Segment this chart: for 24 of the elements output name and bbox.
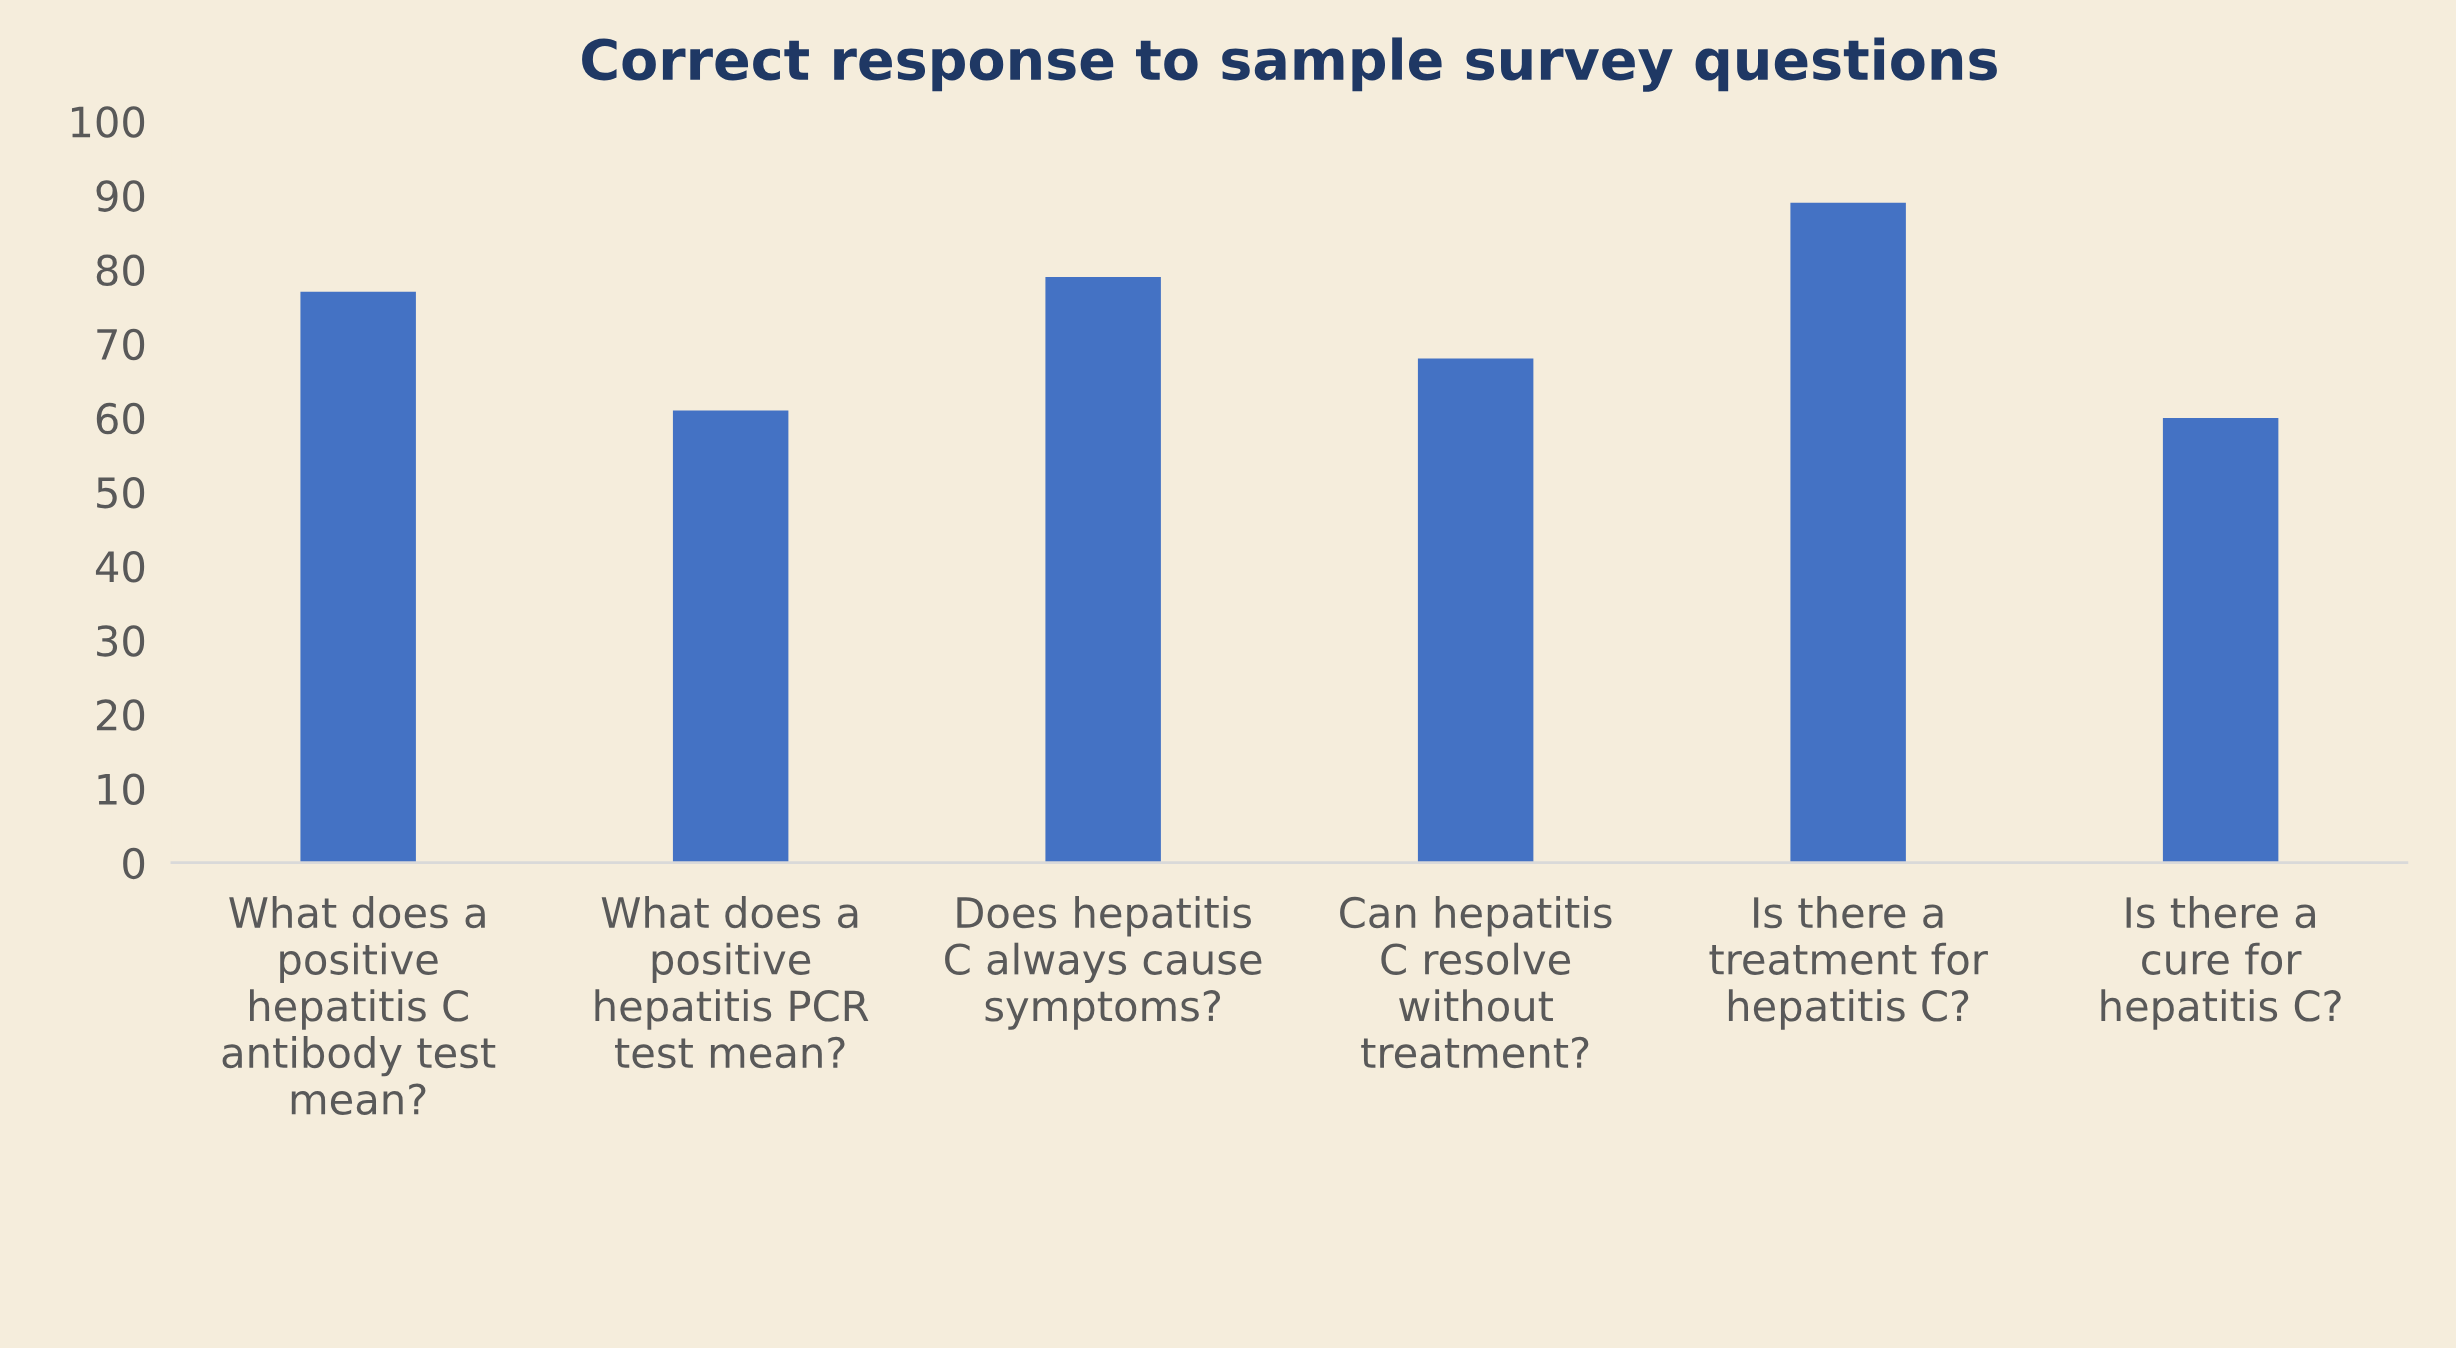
y-tick-label: 100: [71, 106, 145, 138]
bar: [672, 410, 789, 863]
y-tick-label: 90: [96, 180, 145, 212]
x-tick-label: What does a positive hepatitis C antibody test mean?: [222, 896, 496, 1115]
y-tick-label: 40: [95, 551, 145, 583]
x-tick-label: Does hepatitis C always cause symptoms?: [945, 896, 1262, 1030]
x-tick-label: Is there a cure for hepatitis C?: [2101, 896, 2341, 1030]
y-tick-label: 50: [97, 476, 145, 509]
y-tick-label: 70: [97, 328, 145, 361]
y-tick-label: 10: [98, 773, 145, 805]
y-tick-label: 80: [96, 254, 145, 287]
bar: [1790, 202, 1906, 863]
y-tick-label: 0: [123, 847, 145, 880]
bar: [1417, 358, 1534, 863]
x-tick-label: What does a positive hepatitis PCR test mean?: [595, 896, 869, 1069]
bar: [2162, 417, 2279, 863]
chart-title: Correct response to sample survey questions: [582, 37, 1997, 92]
y-tick-label: 20: [96, 699, 145, 731]
y-tick-label: 30: [97, 625, 145, 657]
x-tick-label: Can hepatitis C resolve without treatment?: [1340, 896, 1612, 1069]
y-tick-label: 60: [96, 402, 145, 435]
x-tick-label: Is there a treatment for hepatitis C?: [1709, 896, 1988, 1030]
bar: [1045, 277, 1161, 863]
bar: [300, 291, 416, 863]
